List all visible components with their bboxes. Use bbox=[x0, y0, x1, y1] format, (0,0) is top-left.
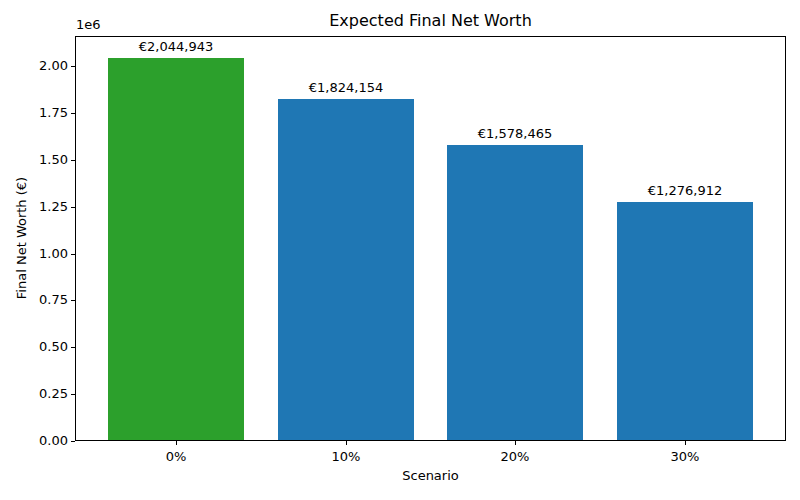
bar bbox=[278, 99, 414, 440]
y-tick-label: 0.25 bbox=[0, 387, 68, 401]
y-tick-label: 1.75 bbox=[0, 106, 68, 120]
y-tick-label: 1.50 bbox=[0, 153, 68, 167]
x-tick-mark bbox=[515, 441, 516, 445]
y-tick-mark bbox=[71, 254, 75, 255]
y-tick-mark bbox=[71, 113, 75, 114]
y-tick-label: 0.75 bbox=[0, 293, 68, 307]
x-tick-label: 0% bbox=[136, 449, 216, 464]
x-tick-mark bbox=[685, 441, 686, 445]
bar-chart-figure: Expected Final Net Worth 1e6 Final Net W… bbox=[0, 0, 800, 500]
y-tick-label: 1.00 bbox=[0, 247, 68, 261]
chart-title: Expected Final Net Worth bbox=[75, 11, 786, 30]
bar-value-label: €1,578,465 bbox=[435, 126, 595, 142]
x-tick-label: 30% bbox=[645, 449, 725, 464]
x-tick-label: 20% bbox=[475, 449, 555, 464]
x-axis-label: Scenario bbox=[75, 468, 786, 483]
bar-value-label: €1,824,154 bbox=[266, 80, 426, 96]
y-tick-mark bbox=[71, 394, 75, 395]
bar-value-label: €1,276,912 bbox=[605, 183, 765, 199]
x-tick-mark bbox=[176, 441, 177, 445]
y-tick-mark bbox=[71, 207, 75, 208]
y-tick-label: 0.50 bbox=[0, 340, 68, 354]
bar bbox=[617, 202, 753, 440]
y-axis-offset-label: 1e6 bbox=[76, 17, 101, 32]
x-tick-label: 10% bbox=[306, 449, 386, 464]
x-tick-mark bbox=[346, 441, 347, 445]
bar-value-label: €2,044,943 bbox=[96, 39, 256, 55]
y-axis-label: Final Net Worth (€) bbox=[14, 177, 29, 299]
y-tick-label: 0.00 bbox=[0, 434, 68, 448]
bar bbox=[108, 58, 244, 440]
y-tick-mark bbox=[71, 300, 75, 301]
bar bbox=[447, 145, 583, 440]
y-tick-mark bbox=[71, 66, 75, 67]
y-tick-mark bbox=[71, 160, 75, 161]
y-tick-label: 1.25 bbox=[0, 200, 68, 214]
y-tick-mark bbox=[71, 347, 75, 348]
y-tick-mark bbox=[71, 441, 75, 442]
y-tick-label: 2.00 bbox=[0, 59, 68, 73]
